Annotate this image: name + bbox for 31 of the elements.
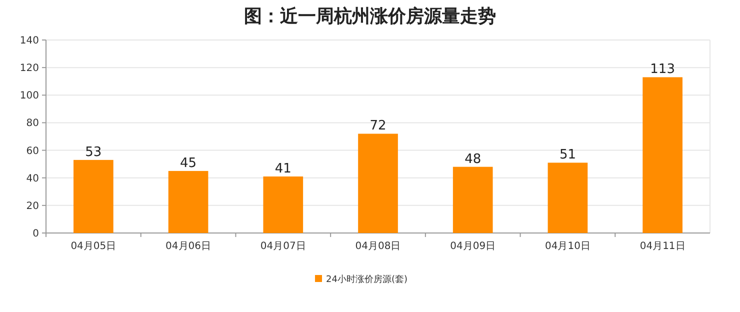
data-label: 41 xyxy=(274,161,292,176)
y-tick-label: 120 xyxy=(20,63,39,74)
x-tick-label: 04月10日 xyxy=(544,241,590,252)
bar xyxy=(74,160,114,233)
y-tick-label: 80 xyxy=(26,118,39,130)
data-label: 51 xyxy=(559,148,576,163)
bar xyxy=(548,162,588,233)
y-tick-label: 140 xyxy=(20,36,39,46)
legend-label: 24小时涨价房源(套) xyxy=(326,274,408,285)
data-label: 72 xyxy=(370,118,386,134)
bar xyxy=(263,176,304,233)
y-tick-label: 20 xyxy=(26,200,39,212)
x-tick-label: 04月09日 xyxy=(450,241,496,252)
x-tick-label: 04月05日 xyxy=(70,241,116,252)
x-tick-label: 04月06日 xyxy=(166,241,212,252)
data-label: 48 xyxy=(464,152,482,167)
y-tick-label: 100 xyxy=(20,90,39,102)
bar xyxy=(452,166,493,233)
data-label: 53 xyxy=(85,144,102,160)
bar xyxy=(358,134,398,233)
bar xyxy=(642,77,682,233)
bar xyxy=(168,170,208,233)
y-tick-label: 40 xyxy=(26,173,39,184)
x-tick-label: 04月08日 xyxy=(355,241,401,252)
y-tick-label: 60 xyxy=(26,146,39,157)
x-tick-label: 04月11日 xyxy=(640,241,686,252)
y-tick-label: 0 xyxy=(32,228,39,240)
chart-title: 图：近一周杭州涨价房源量走势 xyxy=(244,6,496,27)
data-label: 45 xyxy=(180,156,197,171)
x-tick-label: 04月07日 xyxy=(260,241,306,252)
data-label: 113 xyxy=(650,62,675,78)
